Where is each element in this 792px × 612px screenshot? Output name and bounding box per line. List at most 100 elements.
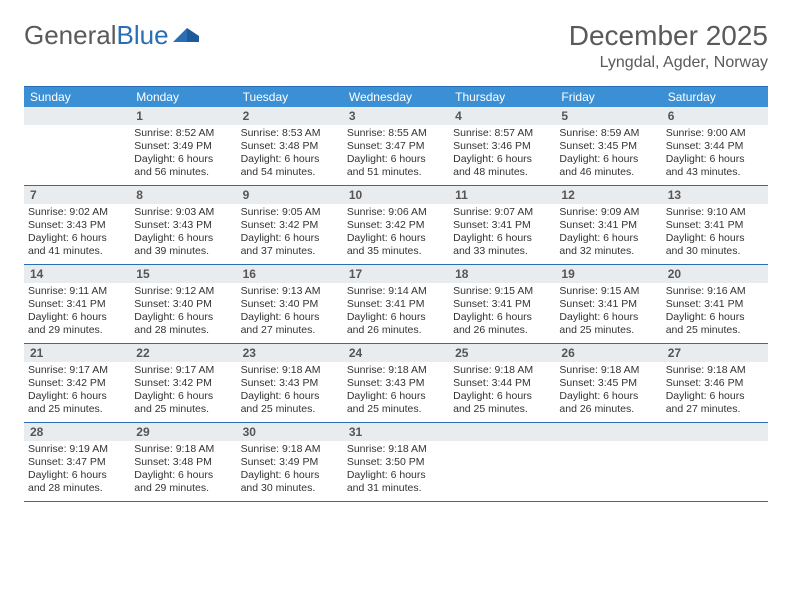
- title-block: December 2025 Lyngdal, Agder, Norway: [569, 20, 768, 72]
- day-body: Sunrise: 9:07 AMSunset: 3:41 PMDaylight:…: [449, 204, 555, 263]
- day-body: Sunrise: 9:18 AMSunset: 3:43 PMDaylight:…: [237, 362, 343, 421]
- day-body: Sunrise: 9:03 AMSunset: 3:43 PMDaylight:…: [130, 204, 236, 263]
- daylight-line: Daylight: 6 hours and 37 minutes.: [241, 232, 339, 258]
- daylight-line: Daylight: 6 hours and 41 minutes.: [28, 232, 126, 258]
- day-body: Sunrise: 9:18 AMSunset: 3:45 PMDaylight:…: [555, 362, 661, 421]
- day-cell: 16Sunrise: 9:13 AMSunset: 3:40 PMDayligh…: [237, 265, 343, 343]
- day-body: Sunrise: 9:06 AMSunset: 3:42 PMDaylight:…: [343, 204, 449, 263]
- sunrise-line: Sunrise: 9:18 AM: [241, 364, 339, 377]
- day-number: 28: [24, 423, 130, 441]
- day-number: 25: [449, 344, 555, 362]
- sunrise-line: Sunrise: 9:10 AM: [666, 206, 764, 219]
- sunrise-line: Sunrise: 9:02 AM: [28, 206, 126, 219]
- day-cell: 4Sunrise: 8:57 AMSunset: 3:46 PMDaylight…: [449, 107, 555, 185]
- day-body: Sunrise: 8:55 AMSunset: 3:47 PMDaylight:…: [343, 125, 449, 184]
- daylight-line: Daylight: 6 hours and 54 minutes.: [241, 153, 339, 179]
- day-body: Sunrise: 9:05 AMSunset: 3:42 PMDaylight:…: [237, 204, 343, 263]
- day-number: 21: [24, 344, 130, 362]
- sunrise-line: Sunrise: 9:11 AM: [28, 285, 126, 298]
- day-number: 17: [343, 265, 449, 283]
- day-number: 8: [130, 186, 236, 204]
- day-body: Sunrise: 9:18 AMSunset: 3:46 PMDaylight:…: [662, 362, 768, 421]
- daylight-line: Daylight: 6 hours and 26 minutes.: [559, 390, 657, 416]
- day-cell: 28Sunrise: 9:19 AMSunset: 3:47 PMDayligh…: [24, 423, 130, 501]
- day-number: [449, 423, 555, 441]
- day-number: 9: [237, 186, 343, 204]
- day-number: 29: [130, 423, 236, 441]
- day-body: Sunrise: 9:15 AMSunset: 3:41 PMDaylight:…: [555, 283, 661, 342]
- day-cell: 6Sunrise: 9:00 AMSunset: 3:44 PMDaylight…: [662, 107, 768, 185]
- sunset-line: Sunset: 3:45 PM: [559, 377, 657, 390]
- day-cell: 19Sunrise: 9:15 AMSunset: 3:41 PMDayligh…: [555, 265, 661, 343]
- daylight-line: Daylight: 6 hours and 29 minutes.: [134, 469, 232, 495]
- day-cell: 5Sunrise: 8:59 AMSunset: 3:45 PMDaylight…: [555, 107, 661, 185]
- day-header: Monday: [130, 87, 236, 107]
- sunrise-line: Sunrise: 9:18 AM: [134, 443, 232, 456]
- sunset-line: Sunset: 3:49 PM: [134, 140, 232, 153]
- day-body: Sunrise: 9:18 AMSunset: 3:48 PMDaylight:…: [130, 441, 236, 500]
- logo-word1: General: [24, 20, 117, 51]
- daylight-line: Daylight: 6 hours and 28 minutes.: [28, 469, 126, 495]
- day-number: 15: [130, 265, 236, 283]
- day-number: 30: [237, 423, 343, 441]
- sunset-line: Sunset: 3:44 PM: [453, 377, 551, 390]
- daylight-line: Daylight: 6 hours and 27 minutes.: [241, 311, 339, 337]
- sunrise-line: Sunrise: 9:13 AM: [241, 285, 339, 298]
- sunrise-line: Sunrise: 8:59 AM: [559, 127, 657, 140]
- daylight-line: Daylight: 6 hours and 30 minutes.: [666, 232, 764, 258]
- week-row: 1Sunrise: 8:52 AMSunset: 3:49 PMDaylight…: [24, 107, 768, 186]
- day-cell: 22Sunrise: 9:17 AMSunset: 3:42 PMDayligh…: [130, 344, 236, 422]
- day-body: Sunrise: 8:57 AMSunset: 3:46 PMDaylight:…: [449, 125, 555, 184]
- daylight-line: Daylight: 6 hours and 25 minutes.: [347, 390, 445, 416]
- day-body: Sunrise: 8:53 AMSunset: 3:48 PMDaylight:…: [237, 125, 343, 184]
- week-row: 28Sunrise: 9:19 AMSunset: 3:47 PMDayligh…: [24, 423, 768, 502]
- daylight-line: Daylight: 6 hours and 43 minutes.: [666, 153, 764, 179]
- sunset-line: Sunset: 3:43 PM: [241, 377, 339, 390]
- day-body: Sunrise: 9:10 AMSunset: 3:41 PMDaylight:…: [662, 204, 768, 263]
- day-body: Sunrise: 9:09 AMSunset: 3:41 PMDaylight:…: [555, 204, 661, 263]
- logo: GeneralBlue: [24, 20, 201, 51]
- day-number: 5: [555, 107, 661, 125]
- logo-mark-icon: [173, 20, 201, 51]
- day-number: 13: [662, 186, 768, 204]
- sunrise-line: Sunrise: 9:17 AM: [134, 364, 232, 377]
- sunrise-line: Sunrise: 9:18 AM: [347, 364, 445, 377]
- day-cell: 1Sunrise: 8:52 AMSunset: 3:49 PMDaylight…: [130, 107, 236, 185]
- sunrise-line: Sunrise: 8:55 AM: [347, 127, 445, 140]
- sunrise-line: Sunrise: 8:57 AM: [453, 127, 551, 140]
- day-header: Thursday: [449, 87, 555, 107]
- daylight-line: Daylight: 6 hours and 32 minutes.: [559, 232, 657, 258]
- sunrise-line: Sunrise: 8:53 AM: [241, 127, 339, 140]
- day-body: Sunrise: 9:12 AMSunset: 3:40 PMDaylight:…: [130, 283, 236, 342]
- day-number: 18: [449, 265, 555, 283]
- sunset-line: Sunset: 3:41 PM: [347, 298, 445, 311]
- sunrise-line: Sunrise: 9:07 AM: [453, 206, 551, 219]
- day-cell: 29Sunrise: 9:18 AMSunset: 3:48 PMDayligh…: [130, 423, 236, 501]
- sunset-line: Sunset: 3:50 PM: [347, 456, 445, 469]
- day-number: 10: [343, 186, 449, 204]
- day-cell: 27Sunrise: 9:18 AMSunset: 3:46 PMDayligh…: [662, 344, 768, 422]
- sunset-line: Sunset: 3:40 PM: [241, 298, 339, 311]
- day-header: Sunday: [24, 87, 130, 107]
- sunset-line: Sunset: 3:43 PM: [134, 219, 232, 232]
- day-cell: [449, 423, 555, 501]
- day-cell: 31Sunrise: 9:18 AMSunset: 3:50 PMDayligh…: [343, 423, 449, 501]
- week-row: 21Sunrise: 9:17 AMSunset: 3:42 PMDayligh…: [24, 344, 768, 423]
- sunset-line: Sunset: 3:46 PM: [666, 377, 764, 390]
- sunset-line: Sunset: 3:42 PM: [347, 219, 445, 232]
- sunset-line: Sunset: 3:41 PM: [453, 298, 551, 311]
- day-number: [662, 423, 768, 441]
- day-body: Sunrise: 9:18 AMSunset: 3:50 PMDaylight:…: [343, 441, 449, 500]
- day-cell: 10Sunrise: 9:06 AMSunset: 3:42 PMDayligh…: [343, 186, 449, 264]
- day-cell: 12Sunrise: 9:09 AMSunset: 3:41 PMDayligh…: [555, 186, 661, 264]
- daylight-line: Daylight: 6 hours and 26 minutes.: [347, 311, 445, 337]
- day-body: Sunrise: 9:13 AMSunset: 3:40 PMDaylight:…: [237, 283, 343, 342]
- sunset-line: Sunset: 3:46 PM: [453, 140, 551, 153]
- daylight-line: Daylight: 6 hours and 39 minutes.: [134, 232, 232, 258]
- day-number: 12: [555, 186, 661, 204]
- day-body: Sunrise: 9:17 AMSunset: 3:42 PMDaylight:…: [24, 362, 130, 421]
- daylight-line: Daylight: 6 hours and 30 minutes.: [241, 469, 339, 495]
- day-header: Tuesday: [237, 87, 343, 107]
- day-cell: 13Sunrise: 9:10 AMSunset: 3:41 PMDayligh…: [662, 186, 768, 264]
- daylight-line: Daylight: 6 hours and 25 minutes.: [559, 311, 657, 337]
